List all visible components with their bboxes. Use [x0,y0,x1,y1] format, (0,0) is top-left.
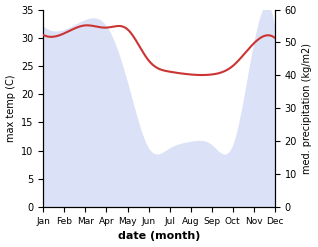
Y-axis label: med. precipitation (kg/m2): med. precipitation (kg/m2) [302,43,313,174]
Y-axis label: max temp (C): max temp (C) [5,75,16,142]
X-axis label: date (month): date (month) [118,231,200,242]
